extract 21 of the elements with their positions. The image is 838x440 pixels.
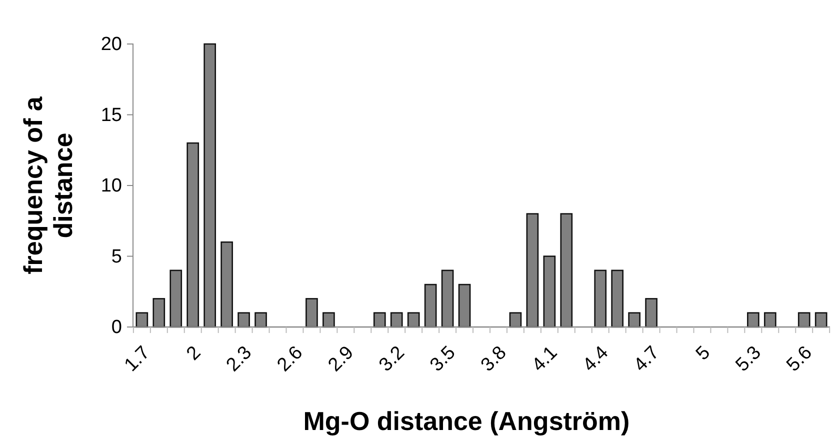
y-tick-label: 15 (100, 104, 122, 126)
y-axis-title: frequency of a distance (18, 96, 78, 274)
x-tick-label: 5.3 (732, 342, 766, 376)
x-tick-label: 3.2 (375, 342, 409, 376)
x-tick-label: 4.4 (579, 342, 613, 376)
x-axis-title: Mg-O distance (Angström) (303, 406, 630, 436)
x-tick-label: 4.7 (630, 342, 664, 376)
x-tick-label: 1.7 (120, 342, 154, 376)
y-tick-label: 0 (111, 317, 122, 338)
x-tick-label: 4.1 (528, 342, 562, 376)
x-tick-label: 3.8 (477, 342, 511, 376)
x-tick-label: 5 (692, 342, 714, 365)
y-tick-label: 10 (100, 176, 122, 197)
x-tick-label: 3.5 (426, 342, 460, 376)
x-tick-label: 5.6 (782, 342, 816, 376)
x-tick-label: 2.3 (222, 342, 256, 376)
x-tick-label: 2.9 (324, 342, 358, 376)
x-tick-label: 2 (182, 342, 206, 365)
y-tick-label: 5 (111, 246, 122, 268)
x-tick-label: 2.6 (273, 342, 307, 376)
y-tick-label: 20 (100, 34, 122, 56)
